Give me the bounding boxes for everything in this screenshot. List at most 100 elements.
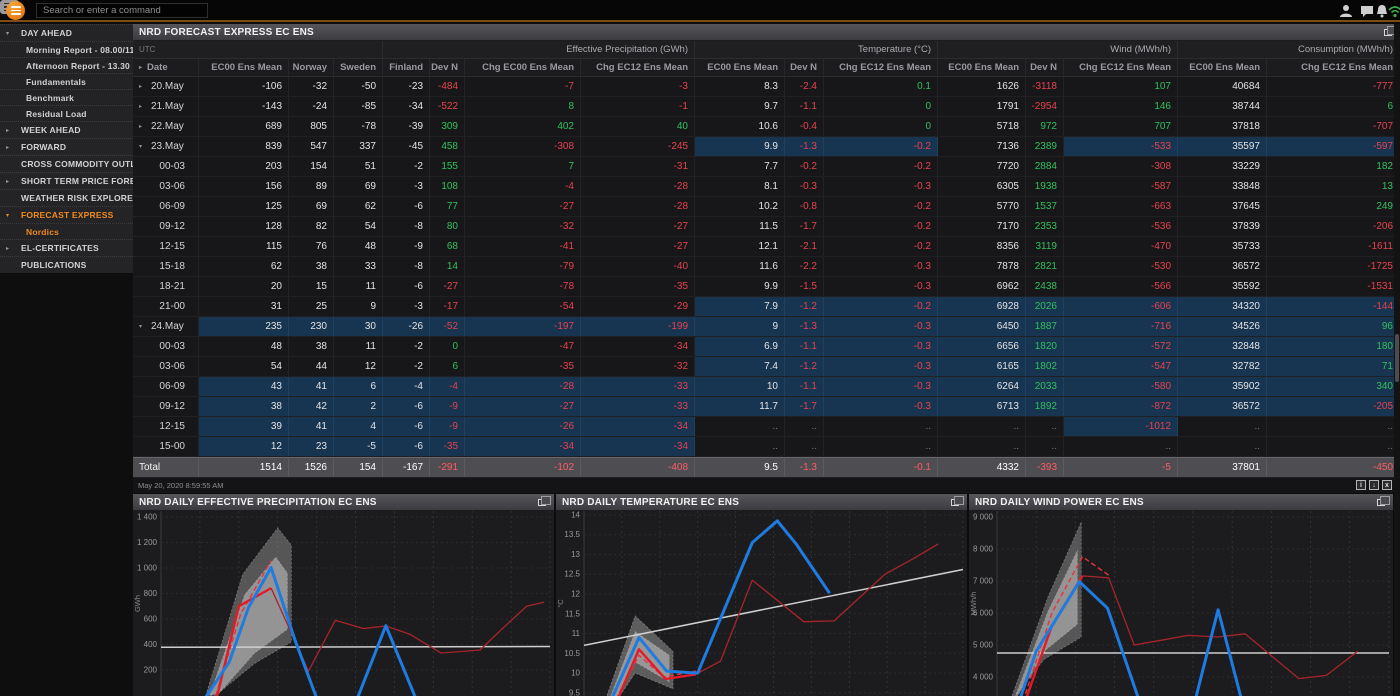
column-header-11[interactable]: EC00 Ens Mean — [938, 59, 1026, 76]
value-cell: -707 — [1267, 117, 1400, 136]
sidebar-item-el-certificates[interactable]: ▸EL-CERTIFICATES — [0, 239, 133, 256]
column-header-13[interactable]: Chg EC12 Ens Mean — [1064, 59, 1178, 76]
date-cell[interactable]: ▾23.May — [133, 137, 199, 156]
table-row-00-03[interactable]: 00-0320315451-21557-317.7-0.2-0.27720288… — [133, 157, 1400, 177]
app-logo-icon[interactable] — [6, 1, 25, 20]
sidebar-item-day-ahead[interactable]: ▾DAY AHEAD — [0, 24, 133, 41]
table-row-20.May[interactable]: ▸20.May-106-32-50-23-484-7-38.3-2.40.116… — [133, 77, 1400, 97]
value-cell: -35 — [430, 437, 465, 456]
value-cell: -32 — [289, 77, 334, 96]
value-cell: 146 — [1064, 97, 1178, 116]
y-tick-label: 10.5 — [564, 649, 580, 658]
column-header-8[interactable]: EC00 Ens Mean — [695, 59, 785, 76]
sidebar-item-forward[interactable]: ▸FORWARD — [0, 138, 133, 155]
table-row-06-09[interactable]: 06-091256962-677-27-2810.2-0.8-0.2577015… — [133, 197, 1400, 217]
export-excel-icon[interactable]: x — [1382, 480, 1392, 490]
info-icon[interactable]: i — [1356, 480, 1366, 490]
value-cell: -54 — [465, 297, 581, 316]
table-row-06-09[interactable]: 06-0943416-4-4-28-3310-1.1-0.362642033-5… — [133, 377, 1400, 397]
table-row-03-06[interactable]: 03-06544412-26-35-327.4-1.2-0.361651802-… — [133, 357, 1400, 377]
column-header-4[interactable]: Finland — [383, 59, 430, 76]
date-cell[interactable]: ▸21.May — [133, 97, 199, 116]
column-header-10[interactable]: Chg EC12 Ens Mean — [824, 59, 938, 76]
column-header-7[interactable]: Chg EC12 Ens Mean — [581, 59, 695, 76]
sidebar-item-label: FORECAST EXPRESS — [0, 210, 113, 220]
scrollbar-thumb[interactable] — [1395, 334, 1399, 382]
popout-icon[interactable] — [1384, 29, 1392, 36]
sidebar-item-cross-commodity-outlook[interactable]: CROSS COMMODITY OUTLOOK — [0, 155, 133, 172]
chevron-down-icon: ▾ — [6, 212, 14, 219]
chevron-right-icon: ▸ — [6, 127, 14, 134]
table-row-09-12[interactable]: 09-1238422-6-9-27-3311.7-1.7-0.367131892… — [133, 397, 1400, 417]
column-header-label: Date — [147, 62, 168, 73]
value-cell: -0.3 — [824, 357, 938, 376]
date-cell[interactable]: ▾24.May — [133, 317, 199, 336]
chevron-right-icon[interactable]: ▸ — [139, 83, 146, 90]
sidebar-item-weather-risk-explorer[interactable]: WEATHER RISK EXPLORER — [0, 189, 133, 206]
column-header-15[interactable]: Chg EC12 Ens Mean — [1267, 59, 1400, 76]
chat-icon[interactable] — [1359, 3, 1375, 19]
column-header-3[interactable]: Sweden — [334, 59, 383, 76]
chevron-right-icon[interactable]: ▸ — [139, 123, 146, 130]
date-cell[interactable]: ▸20.May — [133, 77, 199, 96]
sidebar-item-publications[interactable]: PUBLICATIONS — [0, 256, 133, 273]
table-row-21.May[interactable]: ▸21.May-143-24-85-34-5228-19.7-1.101791-… — [133, 97, 1400, 117]
column-header-2[interactable]: Norway — [289, 59, 334, 76]
table-row-12-15[interactable]: 12-1539414-6-9-26-34..........-1012.... — [133, 417, 1400, 437]
sidebar-item-fundamentals[interactable]: Fundamentals — [0, 73, 133, 89]
table-row-03-06[interactable]: 03-061568969-3108-4-288.1-0.3-0.36305193… — [133, 177, 1400, 197]
value-cell: 44 — [289, 357, 334, 376]
table-row-23.May[interactable]: ▾23.May839547337-45458-308-2459.9-1.3-0.… — [133, 137, 1400, 157]
sidebar-item-benchmark[interactable]: Benchmark — [0, 89, 133, 105]
chart-plot: 9 0008 0007 0006 0005 0004 000MWh/h — [969, 511, 1393, 696]
sidebar-item-morning-report-08-00-11-00[interactable]: Morning Report - 08.00/11.00 — [0, 41, 133, 57]
sidebar-item-week-ahead[interactable]: ▸WEEK AHEAD — [0, 121, 133, 138]
table-row-18-21[interactable]: 18-21201511-6-27-78-359.9-1.5-0.36962243… — [133, 277, 1400, 297]
table-row-21-00[interactable]: 21-0031259-3-17-54-297.9-1.2-0.269282026… — [133, 297, 1400, 317]
value-cell: .. — [785, 417, 824, 436]
y-tick-label: 9.5 — [569, 688, 581, 696]
value-cell: -39 — [383, 117, 430, 136]
wifi-icon[interactable] — [1387, 3, 1400, 19]
user-icon[interactable] — [1338, 3, 1354, 19]
sidebar-item-residual-load[interactable]: Residual Load — [0, 105, 133, 121]
value-cell: -35 — [581, 277, 695, 296]
table-row-15-00[interactable]: 15-001223-5-6-35-34-34................ — [133, 437, 1400, 457]
table-row-00-03[interactable]: 00-03483811-20-47-346.9-1.1-0.366561820-… — [133, 337, 1400, 357]
sidebar-item-afternoon-report-13-30[interactable]: Afternoon Report - 13.30 — [0, 57, 133, 73]
search-input[interactable] — [36, 3, 208, 18]
chevron-down-icon[interactable]: ▾ — [139, 143, 146, 150]
table-total-row[interactable]: Total15141526154-167-291-102-4089.5-1.3-… — [133, 457, 1400, 478]
table-row-15-18[interactable]: 15-18623833-814-79-4011.6-2.2-0.37878282… — [133, 257, 1400, 277]
table-row-09-12[interactable]: 09-121288254-880-32-2711.5-1.7-0.2717023… — [133, 217, 1400, 237]
sidebar-item-nordics[interactable]: Nordics — [0, 223, 133, 239]
column-header-14[interactable]: EC00 Ens Mean — [1178, 59, 1267, 76]
column-header-0[interactable]: ▸Date — [133, 59, 199, 76]
column-header-12[interactable]: Dev N — [1026, 59, 1064, 76]
sidebar-item-short-term-price-forecast[interactable]: ▸SHORT TERM PRICE FORECAST — [0, 172, 133, 189]
column-header-6[interactable]: Chg EC00 Ens Mean — [465, 59, 581, 76]
y-tick-label: 4 000 — [973, 672, 994, 681]
value-cell: -2 — [383, 337, 430, 356]
chevron-down-icon[interactable]: ▾ — [139, 323, 146, 330]
value-cell: 6 — [334, 377, 383, 396]
value-cell: 203 — [199, 157, 289, 176]
value-cell: 37645 — [1178, 197, 1267, 216]
column-header-9[interactable]: Dev N — [785, 59, 824, 76]
table-row-12-15[interactable]: 12-151157648-968-41-2712.1-2.1-0.2835631… — [133, 237, 1400, 257]
column-header-1[interactable]: EC00 Ens Mean — [199, 59, 289, 76]
value-cell: 7 — [465, 157, 581, 176]
value-cell: 69 — [289, 197, 334, 216]
scrollbar[interactable] — [1394, 24, 1400, 696]
sidebar-item-forecast-express[interactable]: ▾FORECAST EXPRESS — [0, 206, 133, 223]
popout-icon[interactable] — [951, 499, 959, 506]
column-header-5[interactable]: Dev N — [430, 59, 465, 76]
popout-icon[interactable] — [1377, 499, 1385, 506]
table-row-24.May[interactable]: ▾24.May23523030-26-52-197-1999-1.3-0.364… — [133, 317, 1400, 337]
popout-icon[interactable] — [538, 499, 546, 506]
chevron-right-icon[interactable]: ▸ — [139, 103, 146, 110]
download-icon[interactable]: ↓ — [1369, 480, 1379, 490]
table-row-22.May[interactable]: ▸22.May689805-78-393094024010.6-0.405718… — [133, 117, 1400, 137]
date-cell[interactable]: ▸22.May — [133, 117, 199, 136]
y-tick-label: 9 000 — [973, 513, 994, 522]
